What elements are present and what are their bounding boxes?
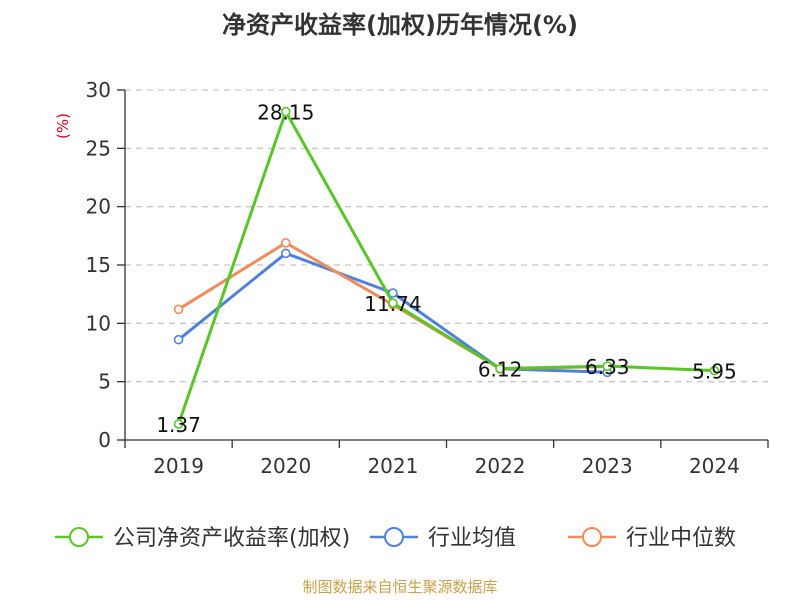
series-lines <box>173 106 720 429</box>
data-label-2020: 28.15 <box>257 101 314 125</box>
legend: 公司净资产收益率(加权) 行业均值 行业中位数 <box>55 526 736 551</box>
legend-label-1: 行业均值 <box>428 526 516 551</box>
x-tick-label-2019: 2019 <box>153 454 204 478</box>
x-tick-label-2021: 2021 <box>367 454 418 478</box>
legend-label-2: 行业中位数 <box>626 526 736 551</box>
data-label-2023: 6.33 <box>585 355 630 379</box>
data-point-0-2024 <box>709 365 720 376</box>
y-tick-label-15: 15 <box>86 253 111 277</box>
y-axis-unit: (%) <box>54 113 72 139</box>
y-tick-label-10: 10 <box>86 311 111 335</box>
data-point-1-2020 <box>280 248 291 259</box>
legend-marker-1 <box>384 527 404 547</box>
data-label-2022: 6.12 <box>478 358 523 382</box>
legend-label-0: 公司净资产收益率(加权) <box>113 526 350 551</box>
legend-marker-2 <box>582 527 602 547</box>
source-note: 制图数据来自恒生聚源数据库 <box>302 578 497 596</box>
x-tick-label-2023: 2023 <box>582 454 633 478</box>
y-tick-label-0: 0 <box>98 428 111 452</box>
x-tick-label-2024: 2024 <box>689 454 740 478</box>
series-line-0 <box>177 110 715 425</box>
data-point-0-2022 <box>495 363 505 374</box>
x-tick-label-2020: 2020 <box>260 454 311 478</box>
legend-marker-0 <box>69 527 89 547</box>
data-point-2-2019 <box>173 304 184 315</box>
y-tick-label-5: 5 <box>98 370 111 394</box>
y-tick-label-30: 30 <box>86 78 111 102</box>
chart-title: 净资产收益率(加权)历年情况(%) <box>222 11 578 39</box>
y-tick-label-20: 20 <box>86 195 111 219</box>
data-point-0-2019 <box>173 419 184 429</box>
data-point-0-2023 <box>602 361 613 371</box>
data-point-0-2021 <box>388 298 398 308</box>
data-label-2024: 5.95 <box>692 360 737 384</box>
data-label-2019: 1.37 <box>156 413 201 437</box>
data-point-0-2020 <box>280 106 291 117</box>
grid-lines <box>125 89 768 383</box>
data-point-2-2020 <box>280 238 291 248</box>
x-tick-label-2022: 2022 <box>475 454 526 478</box>
data-label-2021: 11.74 <box>364 292 421 316</box>
data-labels: 1.37 28.15 11.74 6.12 6.33 5.95 <box>156 101 736 437</box>
data-point-1-2019 <box>173 334 184 345</box>
y-tick-label-25: 25 <box>86 136 111 160</box>
axes: 0 5 10 15 20 25 30 2019 2020 2021 2022 2023 2024 <box>86 78 769 478</box>
